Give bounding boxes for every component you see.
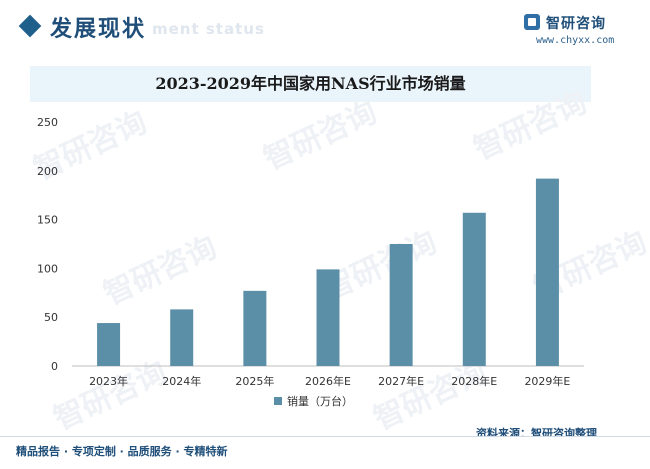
y-tick-label: 0 (51, 360, 58, 373)
section-header: ment status 发展现状 智研咨询 www.chyxx.com (0, 0, 650, 52)
x-tick-label: 2024年 (162, 374, 201, 388)
y-tick-label: 150 (37, 214, 58, 227)
bar (243, 290, 267, 366)
legend-label: 销量（万台） (287, 394, 353, 408)
x-tick-label: 2023年 (89, 374, 128, 388)
bar (535, 178, 559, 366)
chart-bars (97, 178, 559, 366)
watermark-text: 智研咨询 (259, 95, 383, 177)
logo-url: www.chyxx.com (536, 35, 615, 46)
watermark-text: 智研咨询 (469, 85, 593, 167)
y-tick-label: 250 (37, 116, 58, 129)
y-tick-label: 200 (37, 165, 58, 178)
watermark-text: 智研咨询 (99, 230, 223, 312)
bar (316, 269, 340, 366)
section-title: 发展现状 (50, 17, 147, 42)
watermark-text: 智研咨询 (369, 355, 493, 437)
x-tick-label: 2028年E (451, 374, 497, 388)
logo-icon (524, 14, 540, 30)
bar (170, 309, 194, 366)
x-tick-label: 2029年E (524, 374, 570, 388)
chart-legend: 销量（万台） (274, 394, 353, 408)
footer-slogan: 精品报告 · 专项定制 · 品质服务 · 专精特新 (16, 445, 228, 458)
footer-bar: 精品报告 · 专项定制 · 品质服务 · 专精特新 (0, 436, 650, 469)
brand-logo: 智研咨询 www.chyxx.com (524, 14, 634, 50)
chart-title-bar: 2023-2029年中国家用NAS行业市场销量 (30, 66, 591, 102)
legend-swatch (274, 397, 282, 405)
chart-labels: 0 50 100 150 200 250 2023年 2024年 2025年 2026年E 2027… (37, 116, 570, 388)
chart-title: 2023-2029年中国家用NAS行业市场销量 (155, 74, 466, 93)
bar (462, 212, 486, 366)
y-tick-label: 100 (37, 262, 58, 275)
bar (97, 323, 121, 366)
y-tick-label: 50 (44, 311, 58, 324)
x-tick-label: 2027年E (378, 374, 424, 388)
x-tick-label: 2025年 (235, 374, 274, 388)
watermark-text: 智研咨询 (49, 355, 173, 437)
section-subtitle-faded: ment status (152, 20, 265, 38)
bar (389, 244, 413, 366)
logo-name: 智研咨询 (546, 16, 606, 32)
x-tick-label: 2026年E (305, 374, 351, 388)
